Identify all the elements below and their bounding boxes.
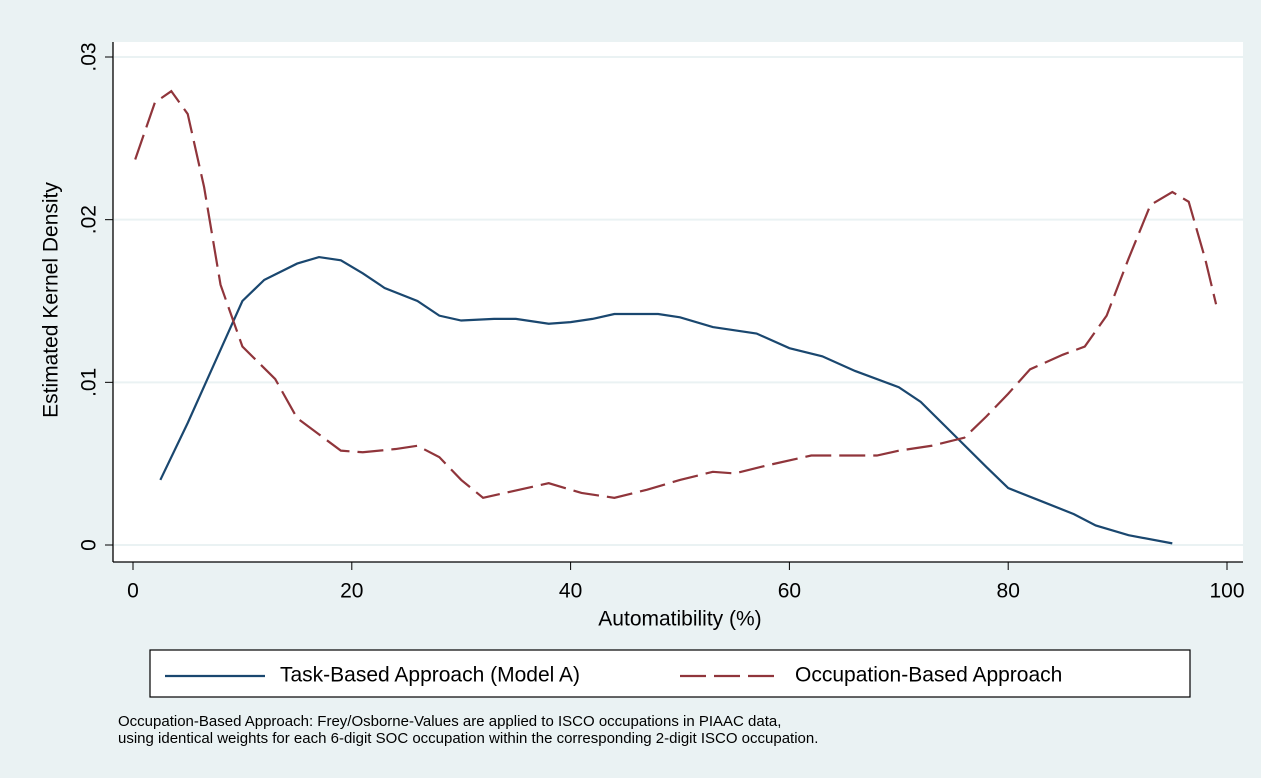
series-line: [134, 89, 1218, 500]
x-tick-label: 0: [127, 580, 139, 603]
note: using identical weights for each 6-digit…: [118, 730, 818, 747]
legend: [149, 649, 1191, 698]
plot-area: [113, 42, 1243, 562]
y-tick-label: .03: [78, 42, 101, 71]
x-tick-label: 80: [997, 580, 1020, 603]
x-tick-label: 40: [559, 580, 582, 603]
x-tick-label: 20: [340, 580, 363, 603]
x-tick-label: 100: [1209, 580, 1244, 603]
y-axis-title: Estimated Kernel Density: [40, 182, 63, 418]
x-tick-label: 60: [778, 580, 801, 603]
y-tick-label: 0: [78, 539, 101, 551]
y-tick-label: .01: [78, 368, 101, 397]
y-tick-label: .02: [78, 205, 101, 234]
legend-label: Occupation-Based Approach: [795, 664, 1062, 687]
series-line: [159, 255, 1173, 545]
legend-label: Task-Based Approach (Model A): [280, 664, 580, 687]
note: Occupation-Based Approach: Frey/Osborne-…: [118, 713, 781, 730]
x-axis-title: Automatibility (%): [598, 608, 761, 631]
